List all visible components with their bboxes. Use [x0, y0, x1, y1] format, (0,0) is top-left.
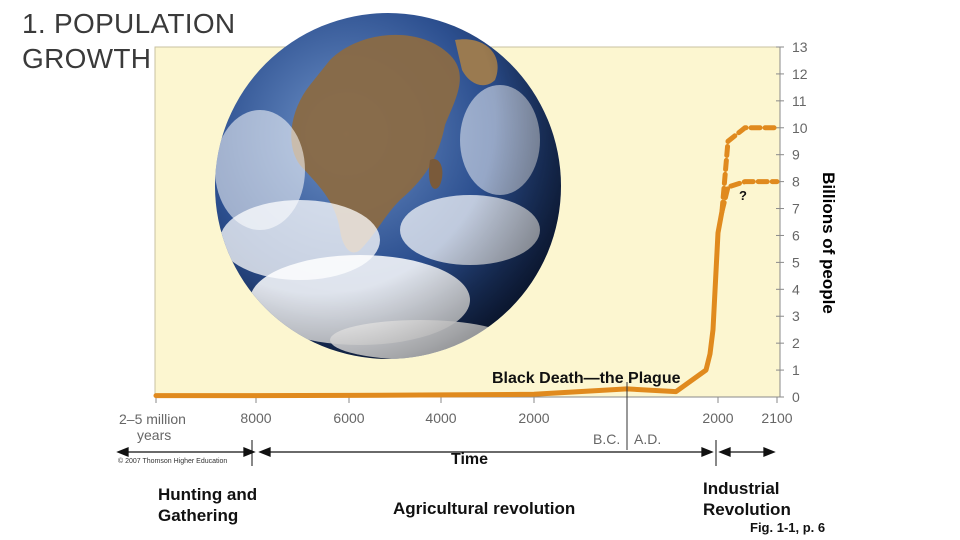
y-tick-label: 6: [792, 227, 800, 243]
y-tick-label: 1: [792, 362, 800, 378]
y-tick-label: 12: [792, 66, 808, 82]
x-tick-label: 2100: [761, 410, 792, 426]
question-annotation: ?: [739, 188, 747, 203]
x-tick-label: 2000: [702, 410, 733, 426]
bc-label: B.C.: [593, 431, 620, 447]
y-tick-label: 4: [792, 281, 800, 297]
population-series-line: [153, 208, 725, 399]
x-tick-label: 4000: [425, 410, 456, 426]
y-tick-label: 10: [792, 120, 808, 136]
y-tick-label: 0: [792, 389, 800, 405]
y-tick-label: 13: [792, 39, 808, 55]
y-tick-label: 3: [792, 308, 800, 324]
population-curves: [153, 125, 780, 399]
era-hunting: Hunting and Gathering: [158, 485, 258, 525]
x-tick-label: 6000: [333, 410, 364, 426]
copyright-notice: © 2007 Thomson Higher Education: [118, 458, 228, 465]
x-tick-label: 2000: [518, 410, 549, 426]
y-tick-label: 7: [792, 201, 800, 217]
y-tick-label: 5: [792, 254, 800, 270]
time-axis-ticks: [251, 440, 717, 466]
era-industrial: Industrial Revolution: [703, 479, 791, 519]
x-tick-label: 8000: [240, 410, 271, 426]
era-arrows: [116, 447, 776, 457]
projection-series-line: [719, 125, 780, 214]
x-tick-label: years: [137, 427, 171, 443]
projection-series-line: [719, 179, 780, 214]
plague-annotation: Black Death—the Plague: [492, 370, 681, 387]
y-axis-label: Billions of people: [819, 172, 838, 314]
ad-label: A.D.: [634, 431, 661, 447]
y-tick-label: 2: [792, 335, 800, 351]
slide-title: 1. POPULATION GROWTH: [22, 6, 235, 76]
y-tick-label: 8: [792, 174, 800, 190]
y-tick-label: 11: [792, 93, 807, 109]
x-tick-label: 2–5 million: [119, 411, 186, 427]
title-line-2: GROWTH: [22, 43, 152, 74]
era-agricultural: Agricultural revolution: [393, 499, 576, 518]
figure-reference: Fig. 1-1, p. 6: [750, 520, 826, 535]
x-axis-label: Time: [451, 451, 489, 468]
y-tick-label: 9: [792, 147, 800, 163]
title-line-1: 1. POPULATION: [22, 8, 236, 39]
earth-globe-image: [215, 13, 561, 359]
